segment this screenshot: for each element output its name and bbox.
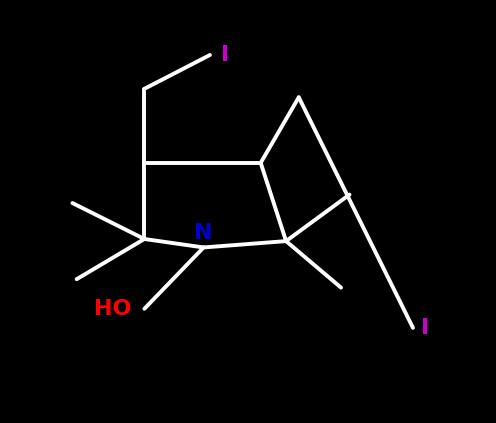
Text: I: I (422, 318, 430, 338)
Text: N: N (194, 223, 213, 243)
Text: HO: HO (94, 299, 131, 319)
Text: I: I (221, 45, 229, 65)
